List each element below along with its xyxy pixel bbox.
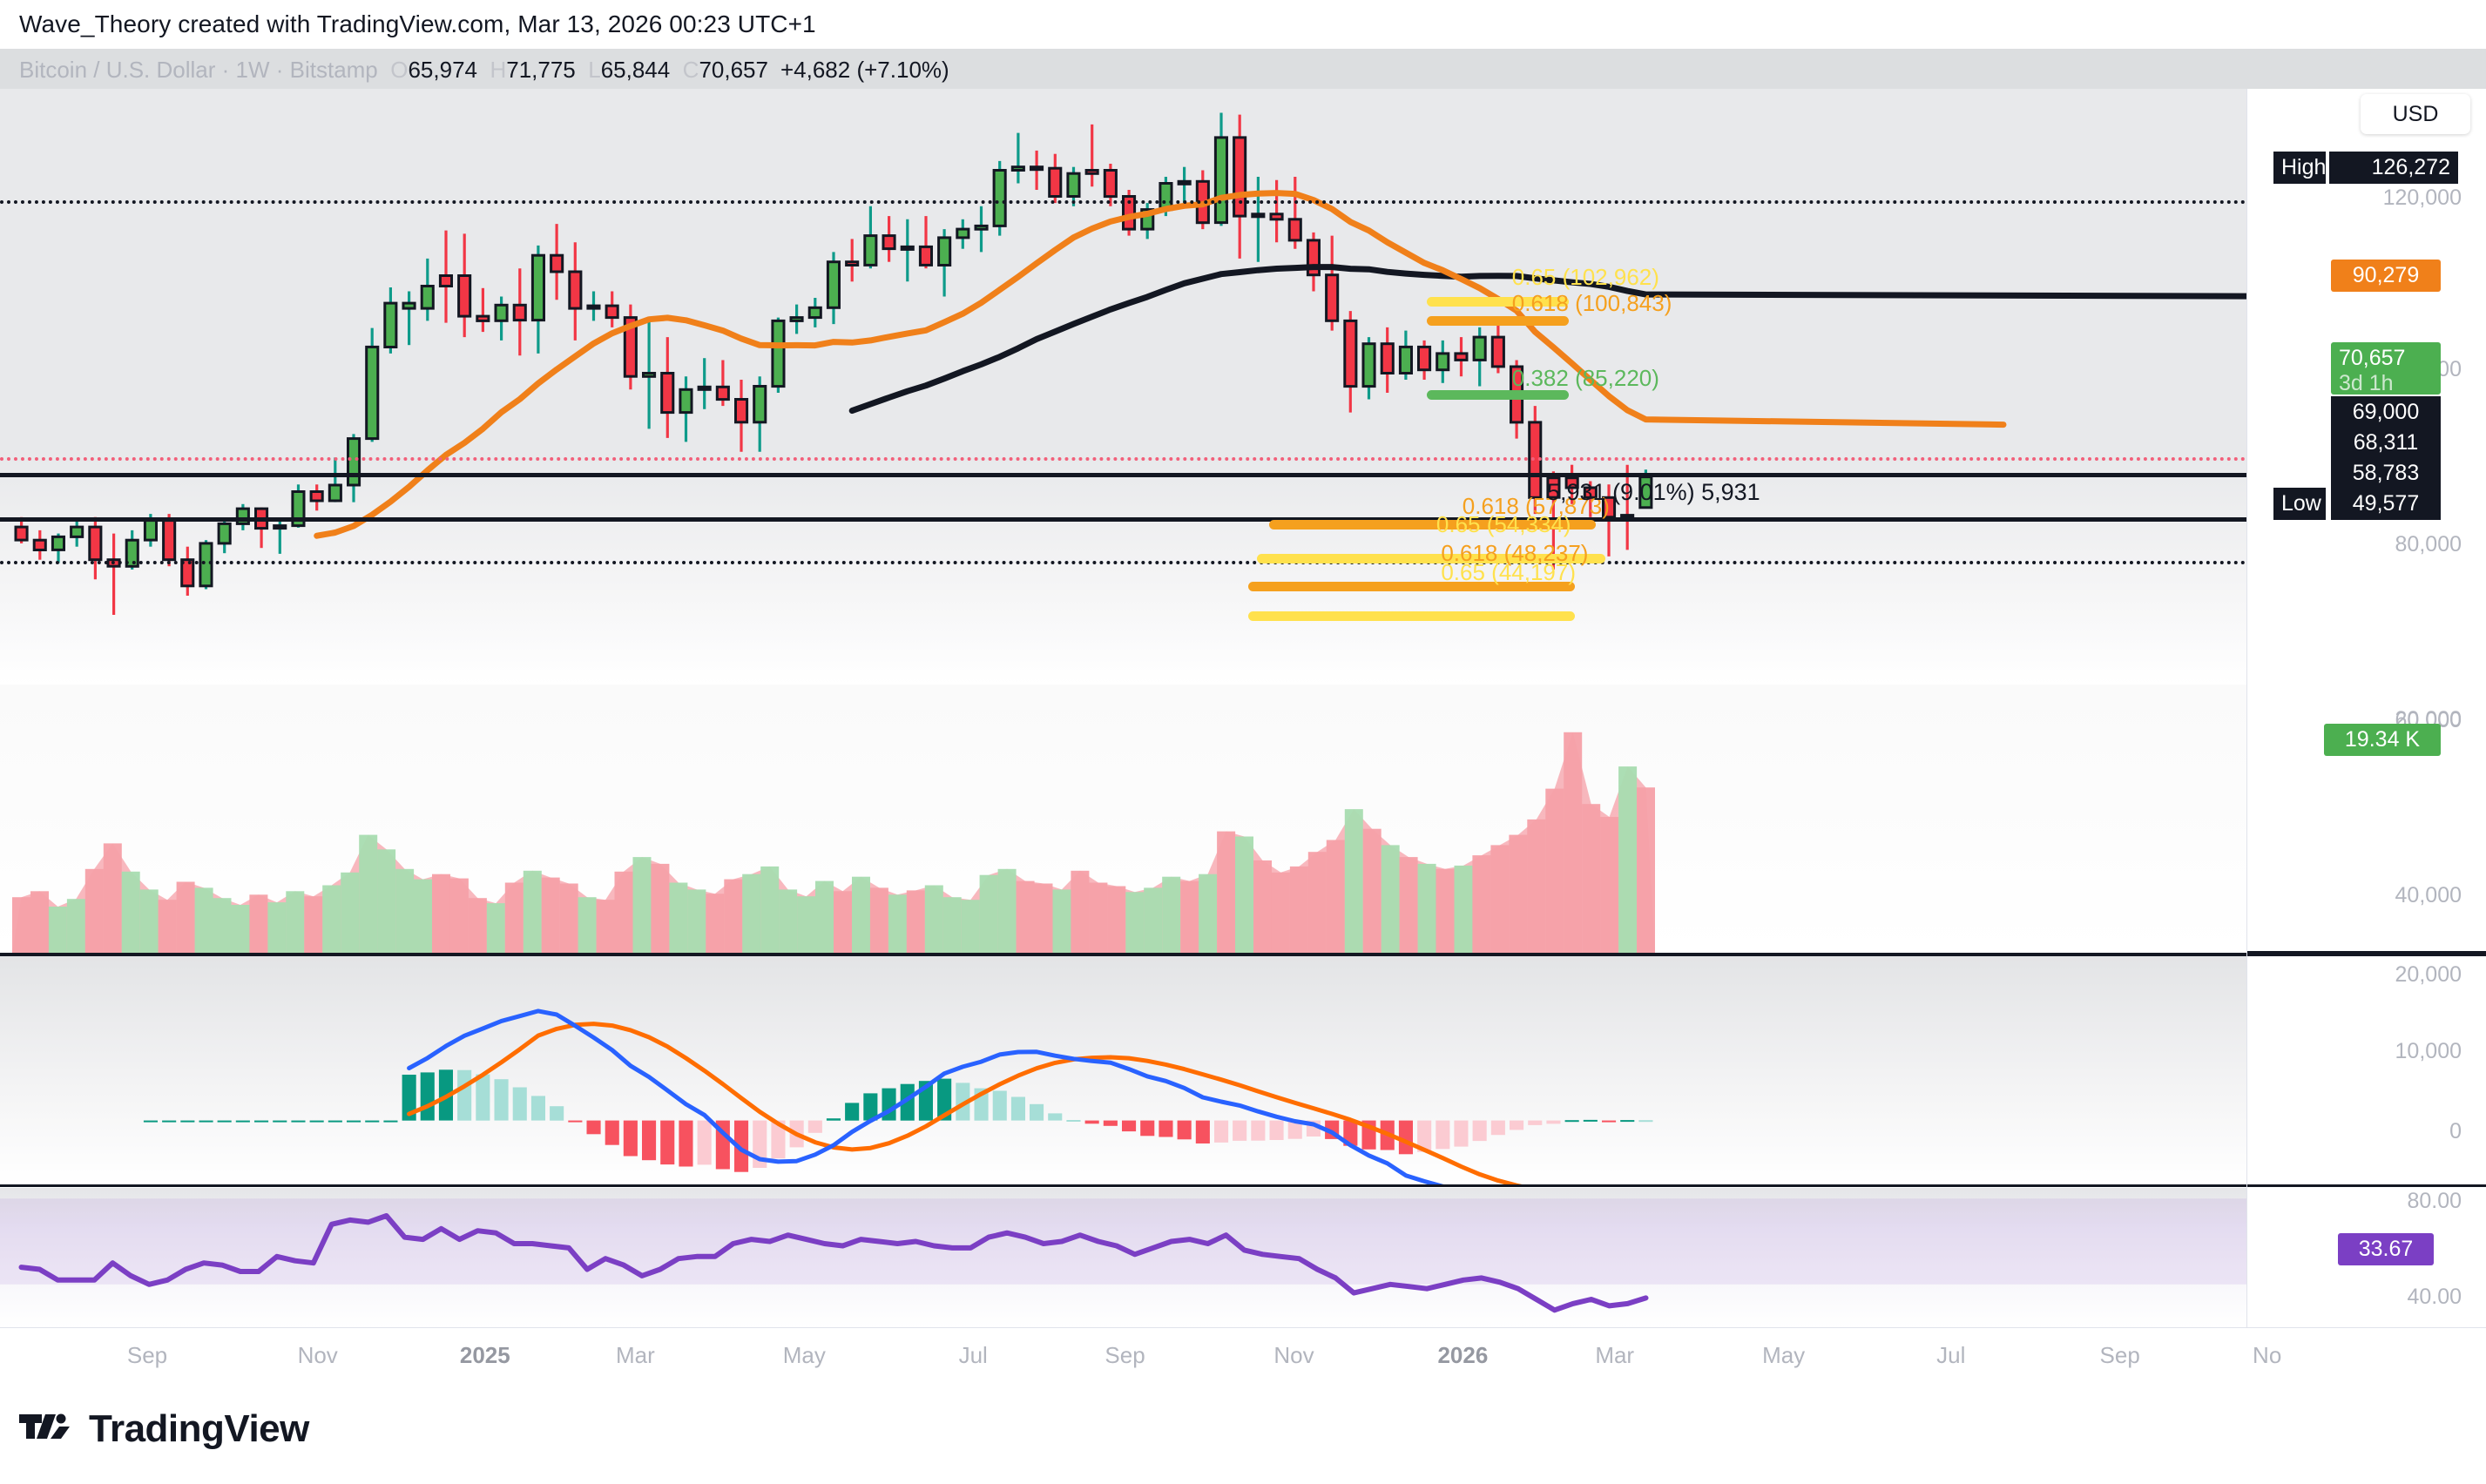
time-axis-tick: May	[782, 1342, 826, 1368]
legend-low-label: L	[588, 57, 601, 83]
legend-open-value: 65,974	[408, 57, 477, 83]
time-axis-tick: Jul	[958, 1342, 988, 1368]
price-axis-tick: 80,000	[2395, 531, 2462, 556]
time-axis-tick: May	[1762, 1342, 1806, 1368]
level-badge-49577: 49,577	[2331, 488, 2441, 520]
legend-high-value: 71,775	[506, 57, 576, 83]
legend-sep-1: ·	[215, 57, 236, 83]
time-axis-tick: Nov	[297, 1342, 338, 1368]
volume-pane[interactable]	[0, 685, 2247, 953]
fibonacci-band[interactable]	[1247, 611, 1575, 622]
price-axis-tick: 80.00	[2407, 1189, 2462, 1213]
pane-separator-rsi	[0, 1184, 2486, 1187]
tradingview-wordmark: TradingView	[89, 1407, 309, 1450]
fibonacci-level-label: 0.618 (57,873)	[1462, 493, 1610, 520]
level-badge-58783: 58,783	[2331, 457, 2441, 489]
last-price-badge[interactable]: 70,657 3d 1h	[2331, 342, 2441, 395]
fibonacci-band[interactable]	[1247, 582, 1575, 592]
price-pane[interactable]	[0, 89, 2247, 685]
legend-exchange[interactable]: Bitstamp	[289, 57, 378, 83]
price-axis-tick: 120,000	[2382, 185, 2462, 210]
horizontal-level-line	[0, 560, 2247, 564]
price-change-annotation: 5,931 (9.01%) 5,931	[1547, 479, 1760, 505]
price-axis-tick: 0	[2449, 1119, 2462, 1143]
rsi-pane[interactable]	[0, 1188, 2247, 1327]
legend-low-value: 65,844	[600, 57, 671, 83]
low-tag: Low	[2273, 488, 2326, 520]
high-tag: High	[2273, 152, 2326, 184]
fibonacci-level-label: 0.618 (100,843)	[1511, 289, 1672, 316]
legend-interval[interactable]: 1W	[235, 57, 270, 83]
volume-plot	[12, 732, 1655, 953]
chart-legend-bar: Bitcoin / U.S. Dollar · 1W · Bitstamp O6…	[0, 49, 2486, 89]
time-axis-tick: Nov	[1273, 1342, 1314, 1368]
fibonacci-level-label: 0.65 (102,962)	[1511, 264, 1659, 291]
last-price-value: 70,657	[2339, 346, 2406, 370]
fibonacci-band[interactable]	[1269, 519, 1596, 530]
fibonacci-level-label: 0.65 (54,334)	[1436, 510, 1571, 537]
time-axis-tick: Sep	[126, 1342, 168, 1368]
price-scale[interactable]: USD 120,000100,00080,00060,00040,00020,0…	[2247, 89, 2486, 1327]
chart-area[interactable]: 0.65 (102,962) 0.618 (100,843) 0.382 (85,2…	[0, 89, 2486, 1327]
bar-countdown: 3d 1h	[2339, 370, 2394, 395]
time-axis-tick: Sep	[1105, 1342, 1145, 1368]
price-axis-tick: 40.00	[2407, 1285, 2462, 1309]
time-axis-tick: 2026	[1437, 1342, 1489, 1368]
legend-high-label: H	[490, 57, 507, 83]
horizontal-level-line	[0, 472, 2247, 477]
pane-separator-macd	[0, 954, 2486, 956]
fibonacci-level-label: 0.618 (48,237)	[1441, 540, 1589, 567]
tradingview-logo: TradingView	[19, 1407, 309, 1451]
rsi-plot	[0, 1198, 2247, 1313]
time-axis[interactable]: Sep Nov 2025 Mar May Jul Sep Nov 2026 Mar May Jul Se…	[0, 1327, 2486, 1393]
price-scale-divider	[2246, 89, 2247, 1327]
watermark-text: Wave_Theory created with TradingView.com…	[19, 10, 816, 37]
time-axis-tick: Mar	[615, 1342, 655, 1368]
rsi-last-badge: 33.67	[2338, 1233, 2434, 1265]
footer-bar: TradingView	[0, 1392, 2486, 1484]
horizontal-level-line	[0, 200, 2247, 205]
symbol-legend[interactable]: Bitcoin / U.S. Dollar · 1W · Bitstamp O6…	[19, 57, 949, 84]
time-axis-tick: Jul	[1936, 1342, 1966, 1368]
fibonacci-band[interactable]	[1257, 554, 1605, 564]
time-axis-tick: No	[2253, 1342, 2282, 1368]
legend-change: +4,682 (+7.10%)	[780, 57, 949, 83]
legend-close-value: 70,657	[699, 57, 768, 83]
horizontal-level-line	[0, 457, 2247, 462]
level-badge-69000: 69,000	[2331, 396, 2441, 428]
fibonacci-band[interactable]	[1427, 390, 1570, 401]
price-plot	[14, 112, 2247, 615]
horizontal-level-line	[0, 517, 2247, 523]
time-axis-tick: Mar	[1595, 1342, 1635, 1368]
price-axis-tick: 40,000	[2395, 883, 2462, 908]
level-badge-68311: 68,311	[2331, 427, 2441, 459]
high-value-badge: 126,272	[2329, 152, 2458, 184]
macd-pane[interactable]	[0, 956, 2247, 1184]
currency-button[interactable]: USD	[2361, 94, 2470, 134]
ma-value-badge: 90,279	[2331, 260, 2441, 292]
macd-plot	[143, 1008, 1653, 1184]
legend-symbol[interactable]: Bitcoin / U.S. Dollar	[19, 57, 216, 83]
fibonacci-band[interactable]	[1427, 316, 1570, 327]
time-axis-tick: 2025	[459, 1342, 510, 1368]
time-axis-tick: Sep	[2099, 1342, 2140, 1368]
fibonacci-level-label: 0.65 (44,197)	[1441, 559, 1576, 586]
price-axis-tick: 20,000	[2395, 962, 2462, 987]
legend-close-label: C	[682, 57, 699, 83]
volume-last-badge: 19.34 K	[2324, 724, 2441, 756]
watermark-bar: Wave_Theory created with TradingView.com…	[0, 0, 2486, 49]
legend-sep-2: ·	[269, 57, 290, 83]
legend-open-label: O	[390, 57, 409, 83]
fibonacci-level-label: 0.382 (85,220)	[1511, 364, 1659, 391]
fibonacci-band[interactable]	[1427, 297, 1570, 307]
tradingview-mark-icon	[19, 1413, 70, 1439]
price-axis-tick: 10,000	[2395, 1039, 2462, 1063]
